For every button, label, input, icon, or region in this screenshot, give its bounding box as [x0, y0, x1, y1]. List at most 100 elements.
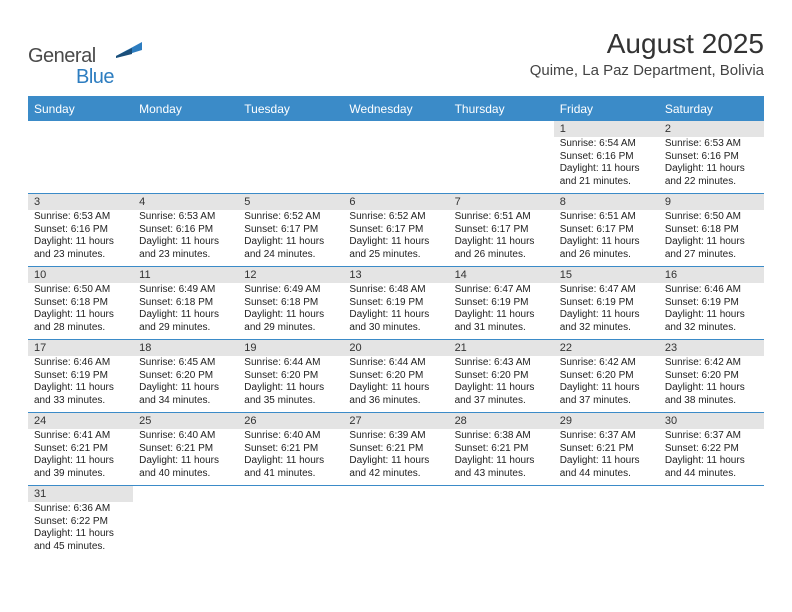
day-body: Sunrise: 6:44 AMSunset: 6:20 PMDaylight:… — [343, 356, 448, 409]
sunrise-text: Sunrise: 6:37 AM — [665, 430, 758, 443]
sunrise-text: Sunrise: 6:40 AM — [244, 430, 337, 443]
daylight-text: Daylight: 11 hours and 44 minutes. — [665, 455, 758, 480]
sunset-text: Sunset: 6:16 PM — [139, 224, 232, 237]
daylight-text: Daylight: 11 hours and 38 minutes. — [665, 382, 758, 407]
day-number — [554, 486, 659, 502]
day-body: Sunrise: 6:53 AMSunset: 6:16 PMDaylight:… — [28, 210, 133, 263]
daylight-text: Daylight: 11 hours and 44 minutes. — [560, 455, 653, 480]
day-body — [133, 137, 238, 140]
sunset-text: Sunset: 6:22 PM — [34, 516, 127, 529]
day-body: Sunrise: 6:44 AMSunset: 6:20 PMDaylight:… — [238, 356, 343, 409]
day-cell: 2Sunrise: 6:53 AMSunset: 6:16 PMDaylight… — [659, 121, 764, 193]
sunset-text: Sunset: 6:21 PM — [244, 443, 337, 456]
daylight-text: Daylight: 11 hours and 26 minutes. — [455, 236, 548, 261]
day-number: 3 — [28, 194, 133, 210]
sunrise-text: Sunrise: 6:48 AM — [349, 284, 442, 297]
day-cell: 28Sunrise: 6:38 AMSunset: 6:21 PMDayligh… — [449, 413, 554, 485]
day-number — [343, 121, 448, 137]
day-body: Sunrise: 6:48 AMSunset: 6:19 PMDaylight:… — [343, 283, 448, 336]
month-title: August 2025 — [530, 28, 764, 60]
day-cell: 12Sunrise: 6:49 AMSunset: 6:18 PMDayligh… — [238, 267, 343, 339]
day-cell: 21Sunrise: 6:43 AMSunset: 6:20 PMDayligh… — [449, 340, 554, 412]
day-cell: 7Sunrise: 6:51 AMSunset: 6:17 PMDaylight… — [449, 194, 554, 266]
week-row: 17Sunrise: 6:46 AMSunset: 6:19 PMDayligh… — [28, 340, 764, 413]
day-number: 6 — [343, 194, 448, 210]
day-body: Sunrise: 6:53 AMSunset: 6:16 PMDaylight:… — [133, 210, 238, 263]
daylight-text: Daylight: 11 hours and 24 minutes. — [244, 236, 337, 261]
day-cell: 8Sunrise: 6:51 AMSunset: 6:17 PMDaylight… — [554, 194, 659, 266]
day-body — [28, 137, 133, 140]
calendar: Sunday Monday Tuesday Wednesday Thursday… — [28, 96, 764, 558]
day-body: Sunrise: 6:40 AMSunset: 6:21 PMDaylight:… — [238, 429, 343, 482]
daylight-text: Daylight: 11 hours and 30 minutes. — [349, 309, 442, 334]
day-body: Sunrise: 6:46 AMSunset: 6:19 PMDaylight:… — [28, 356, 133, 409]
sunrise-text: Sunrise: 6:46 AM — [34, 357, 127, 370]
day-number — [133, 121, 238, 137]
week-row: 3Sunrise: 6:53 AMSunset: 6:16 PMDaylight… — [28, 194, 764, 267]
day-number: 7 — [449, 194, 554, 210]
sunrise-text: Sunrise: 6:44 AM — [349, 357, 442, 370]
daylight-text: Daylight: 11 hours and 23 minutes. — [34, 236, 127, 261]
day-number — [238, 121, 343, 137]
day-body — [133, 502, 238, 505]
dayhead-thu: Thursday — [449, 98, 554, 121]
day-cell: 30Sunrise: 6:37 AMSunset: 6:22 PMDayligh… — [659, 413, 764, 485]
day-body: Sunrise: 6:51 AMSunset: 6:17 PMDaylight:… — [554, 210, 659, 263]
day-body: Sunrise: 6:36 AMSunset: 6:22 PMDaylight:… — [28, 502, 133, 555]
day-body: Sunrise: 6:39 AMSunset: 6:21 PMDaylight:… — [343, 429, 448, 482]
day-cell — [343, 486, 448, 558]
dayhead-mon: Monday — [133, 98, 238, 121]
dayhead-sat: Saturday — [659, 98, 764, 121]
sunset-text: Sunset: 6:17 PM — [349, 224, 442, 237]
day-cell — [449, 486, 554, 558]
day-number — [238, 486, 343, 502]
sunset-text: Sunset: 6:21 PM — [139, 443, 232, 456]
logo-flag-icon — [116, 42, 142, 58]
day-body: Sunrise: 6:50 AMSunset: 6:18 PMDaylight:… — [28, 283, 133, 336]
dayhead-wed: Wednesday — [343, 98, 448, 121]
day-body: Sunrise: 6:46 AMSunset: 6:19 PMDaylight:… — [659, 283, 764, 336]
sunset-text: Sunset: 6:22 PM — [665, 443, 758, 456]
dayhead-tue: Tuesday — [238, 98, 343, 121]
sunrise-text: Sunrise: 6:41 AM — [34, 430, 127, 443]
logo-text-1: General — [28, 45, 96, 67]
day-body: Sunrise: 6:40 AMSunset: 6:21 PMDaylight:… — [133, 429, 238, 482]
sunrise-text: Sunrise: 6:43 AM — [455, 357, 548, 370]
sunrise-text: Sunrise: 6:38 AM — [455, 430, 548, 443]
sunrise-text: Sunrise: 6:39 AM — [349, 430, 442, 443]
daylight-text: Daylight: 11 hours and 27 minutes. — [665, 236, 758, 261]
day-cell: 1Sunrise: 6:54 AMSunset: 6:16 PMDaylight… — [554, 121, 659, 193]
day-cell: 14Sunrise: 6:47 AMSunset: 6:19 PMDayligh… — [449, 267, 554, 339]
sunset-text: Sunset: 6:16 PM — [665, 151, 758, 164]
day-number: 30 — [659, 413, 764, 429]
sunrise-text: Sunrise: 6:47 AM — [455, 284, 548, 297]
sunrise-text: Sunrise: 6:42 AM — [560, 357, 653, 370]
day-number — [659, 486, 764, 502]
daylight-text: Daylight: 11 hours and 42 minutes. — [349, 455, 442, 480]
day-header-row: Sunday Monday Tuesday Wednesday Thursday… — [28, 98, 764, 121]
day-number — [449, 486, 554, 502]
day-number: 26 — [238, 413, 343, 429]
day-number: 29 — [554, 413, 659, 429]
daylight-text: Daylight: 11 hours and 35 minutes. — [244, 382, 337, 407]
sunrise-text: Sunrise: 6:52 AM — [349, 211, 442, 224]
day-cell — [238, 486, 343, 558]
day-body — [449, 137, 554, 140]
day-number: 18 — [133, 340, 238, 356]
day-cell: 23Sunrise: 6:42 AMSunset: 6:20 PMDayligh… — [659, 340, 764, 412]
dayhead-fri: Friday — [554, 98, 659, 121]
daylight-text: Daylight: 11 hours and 41 minutes. — [244, 455, 337, 480]
day-cell: 4Sunrise: 6:53 AMSunset: 6:16 PMDaylight… — [133, 194, 238, 266]
day-body: Sunrise: 6:38 AMSunset: 6:21 PMDaylight:… — [449, 429, 554, 482]
day-cell — [238, 121, 343, 193]
day-body — [238, 502, 343, 505]
sunset-text: Sunset: 6:18 PM — [244, 297, 337, 310]
day-cell: 5Sunrise: 6:52 AMSunset: 6:17 PMDaylight… — [238, 194, 343, 266]
daylight-text: Daylight: 11 hours and 36 minutes. — [349, 382, 442, 407]
day-cell — [343, 121, 448, 193]
day-body — [659, 502, 764, 505]
sunrise-text: Sunrise: 6:37 AM — [560, 430, 653, 443]
day-body: Sunrise: 6:50 AMSunset: 6:18 PMDaylight:… — [659, 210, 764, 263]
day-cell: 27Sunrise: 6:39 AMSunset: 6:21 PMDayligh… — [343, 413, 448, 485]
sunset-text: Sunset: 6:16 PM — [34, 224, 127, 237]
